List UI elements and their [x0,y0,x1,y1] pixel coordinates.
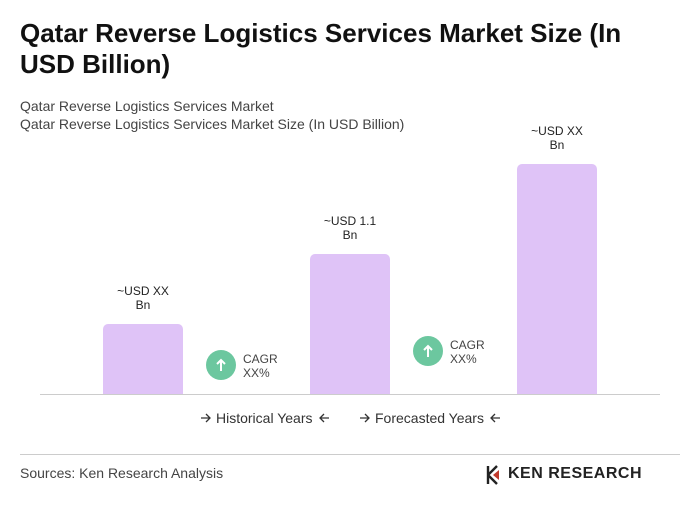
source: Sources: Ken Research Analysis [20,465,224,481]
baseline [40,394,660,395]
legend-label: Historical Years [216,410,313,426]
cagr-icon [413,336,443,366]
chart-title: Qatar Reverse Logistics Services Market … [20,18,622,79]
legend-arrow [319,413,329,423]
cagr-label: CAGR XX% [243,352,278,380]
logo-text: KEN RESEARCH [508,465,643,482]
legend-label: Forecasted Years [375,410,484,426]
y-label: Qatar Reverse Logistics Services Market … [20,116,405,132]
subtitle: Qatar Reverse Logistics Services Market [20,98,274,114]
logo-mark [486,465,499,485]
legend-arrow [360,413,370,423]
separator [20,454,680,455]
legend-arrow [201,413,211,423]
bar [103,324,183,394]
bar [517,164,597,394]
cagr-label: CAGR XX% [450,338,485,366]
bar [310,254,390,394]
legend-arrow [490,413,500,423]
cagr-icon [206,350,236,380]
value-label: ~USD XX Bn [531,124,583,152]
value-label: ~USD XX Bn [117,284,169,313]
value-label: ~USD 1.1 Bn [323,214,377,243]
